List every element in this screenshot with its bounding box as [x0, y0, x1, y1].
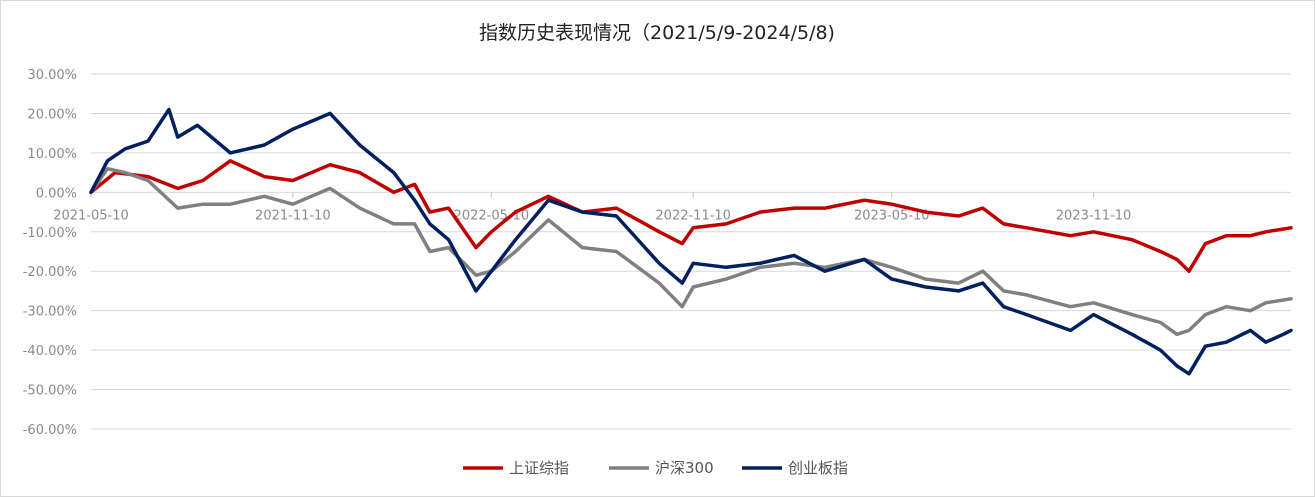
y-tick-label: -20.00%	[23, 265, 77, 280]
y-axis-ticks: 30.00% 20.00% 10.00% 0.00% -10.00% -20.00% -30…	[23, 68, 77, 438]
x-axis-ticks: 2021-05-10 2021-11-10 2022-05-10 2022-11-10…	[53, 192, 1131, 223]
x-tick-label: 2023-05-10	[854, 208, 930, 223]
x-tick-label: 2023-11-10	[1056, 208, 1132, 223]
y-tick-label: -60.00%	[23, 423, 77, 438]
x-tick-label: 2021-05-10	[53, 208, 129, 223]
legend-label: 上证综指	[509, 459, 569, 477]
y-tick-label: -40.00%	[23, 344, 77, 359]
y-tick-label: -30.00%	[23, 305, 77, 320]
y-tick-label: -50.00%	[23, 384, 77, 399]
legend-label: 沪深300	[655, 459, 714, 477]
x-tick-label: 2022-11-10	[655, 208, 731, 223]
series-line-2	[89, 107, 1293, 376]
y-tick-label: 30.00%	[27, 68, 77, 83]
legend-label: 创业板指	[788, 459, 848, 477]
y-tick-label: -10.00%	[23, 226, 77, 241]
series-lines	[89, 107, 1293, 376]
y-tick-label: 0.00%	[36, 186, 77, 201]
series-line-0	[89, 159, 1293, 273]
y-tick-label: 20.00%	[27, 107, 77, 122]
legend: 上证综指 沪深300 创业板指	[463, 459, 848, 477]
y-tick-label: 10.00%	[27, 147, 77, 162]
grid-lines	[91, 73, 1291, 430]
chart-title: 指数历史表现情况（2021/5/9-2024/5/8)	[479, 22, 835, 44]
x-tick-label: 2022-05-10	[454, 208, 530, 223]
x-tick-label: 2021-11-10	[255, 208, 331, 223]
series-line-1	[89, 166, 1293, 337]
